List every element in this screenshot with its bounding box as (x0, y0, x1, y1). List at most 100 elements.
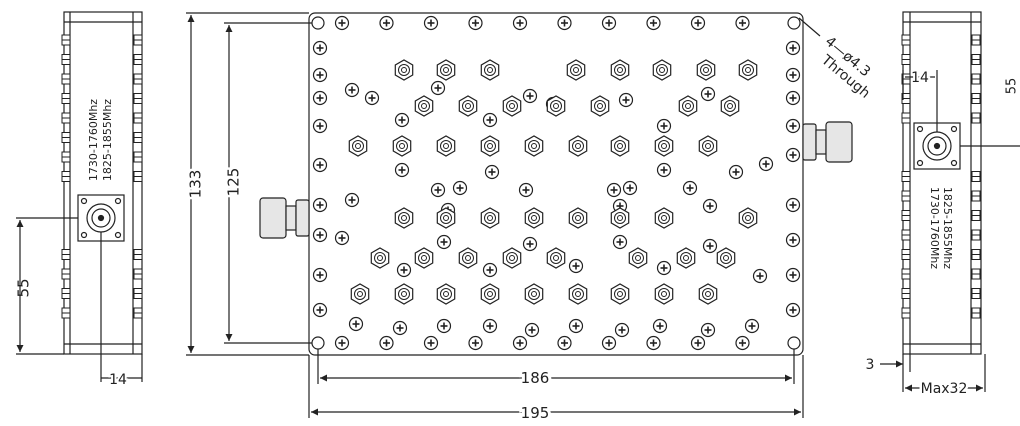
left-housing-outline (63, 11, 143, 355)
resonator-nuts (348, 59, 758, 305)
resonator-nut (370, 247, 390, 269)
tuning-screws (312, 15, 801, 351)
resonator-nut (738, 59, 758, 81)
right-partial-55-label: 55 (1005, 78, 1020, 95)
front-view (186, 12, 853, 418)
tuning-screw (568, 318, 584, 334)
resonator-nut (676, 247, 696, 269)
hole-note-leader (798, 17, 821, 37)
main-housing-outline (308, 12, 804, 356)
resonator-nut (394, 59, 414, 81)
tuning-screw (392, 320, 408, 336)
tuning-screw (728, 164, 744, 180)
tuning-screw (423, 335, 439, 351)
resonator-nut (524, 283, 544, 305)
resonator-nut (436, 207, 456, 229)
resonator-nut (654, 207, 674, 229)
resonator-nut (458, 247, 478, 269)
tuning-screw (614, 322, 630, 338)
tuning-screw (436, 234, 452, 250)
tuning-screw (702, 198, 718, 214)
left-rf-connector (259, 197, 310, 239)
right-housing-outline (902, 11, 982, 355)
resonator-nut (698, 283, 718, 305)
tuning-screw (312, 302, 328, 318)
tuning-screw (312, 227, 328, 243)
resonator-nut (610, 283, 630, 305)
resonator-nut (348, 135, 368, 157)
tuning-screw (690, 335, 706, 351)
resonator-nut (392, 135, 412, 157)
tuning-screw (785, 147, 801, 163)
tuning-screw (735, 15, 750, 31)
tuning-screw (522, 236, 538, 252)
tuning-screw (568, 258, 584, 274)
resonator-nut (720, 95, 740, 117)
tuning-screw (436, 318, 452, 334)
tuning-screw (334, 230, 350, 246)
resonator-nut (696, 59, 716, 81)
resonator-nut (480, 59, 500, 81)
tuning-screw (606, 182, 622, 198)
right-rf-connector (802, 121, 853, 163)
tuning-screw (312, 157, 328, 173)
resonator-nut (678, 95, 698, 117)
tuning-screw (622, 180, 638, 196)
resonator-nut (568, 283, 588, 305)
tuning-screw (700, 86, 716, 102)
resonator-nut (502, 247, 522, 269)
tuning-screw (312, 267, 328, 283)
left-band2-label: 1825-1855Mhz (101, 99, 114, 181)
resonator-nut (458, 95, 478, 117)
tuning-screw (334, 335, 350, 351)
tuning-screw (785, 67, 801, 83)
tuning-screw (394, 162, 410, 178)
tuning-screw (430, 80, 446, 96)
tuning-screw (379, 15, 394, 31)
right-14-label: 14 (911, 70, 929, 86)
tuning-screw (344, 192, 360, 208)
resonator-nut (590, 95, 610, 117)
resonator-nut (414, 95, 434, 117)
resonator-nut (652, 59, 672, 81)
resonator-nut (716, 247, 736, 269)
tuning-screw (652, 318, 668, 334)
resonator-nut (568, 207, 588, 229)
left-tuning-screw-column (61, 34, 143, 319)
tuning-screw (735, 335, 750, 351)
resonator-nut (414, 247, 434, 269)
resonator-nut (502, 95, 522, 117)
resonator-nut (524, 207, 544, 229)
resonator-nut (698, 135, 718, 157)
tuning-screw (312, 40, 328, 56)
right-band1-label: 1730-1760Mhz (928, 187, 941, 269)
tuning-screw (512, 335, 528, 351)
dim-186-label: 186 (521, 369, 550, 387)
tuning-screw (394, 112, 410, 128)
tuning-screw (518, 182, 534, 198)
tuning-screw (785, 118, 801, 134)
tuning-screw (656, 162, 672, 178)
tuning-screw (601, 335, 617, 351)
left-14-label: 14 (109, 372, 127, 388)
tuning-screw (785, 90, 801, 106)
tuning-screw (452, 180, 468, 196)
tuning-screw (522, 88, 538, 104)
dim-133-label: 133 (187, 170, 205, 199)
tuning-screw (785, 267, 801, 283)
tuning-screw (482, 262, 498, 278)
dim-125-label: 125 (225, 168, 243, 197)
tuning-screw (744, 318, 760, 334)
tuning-screw (682, 180, 698, 196)
dim-195-label: 195 (521, 404, 550, 422)
right-band2-label: 1825-1855Mhz (941, 187, 954, 269)
resonator-nut (654, 283, 674, 305)
resonator-nut (610, 207, 630, 229)
tuning-screw (785, 197, 801, 213)
tuning-screw (482, 112, 498, 128)
tuning-screw (557, 335, 572, 351)
resonator-nut (480, 135, 500, 157)
resonator-nut (610, 59, 630, 81)
